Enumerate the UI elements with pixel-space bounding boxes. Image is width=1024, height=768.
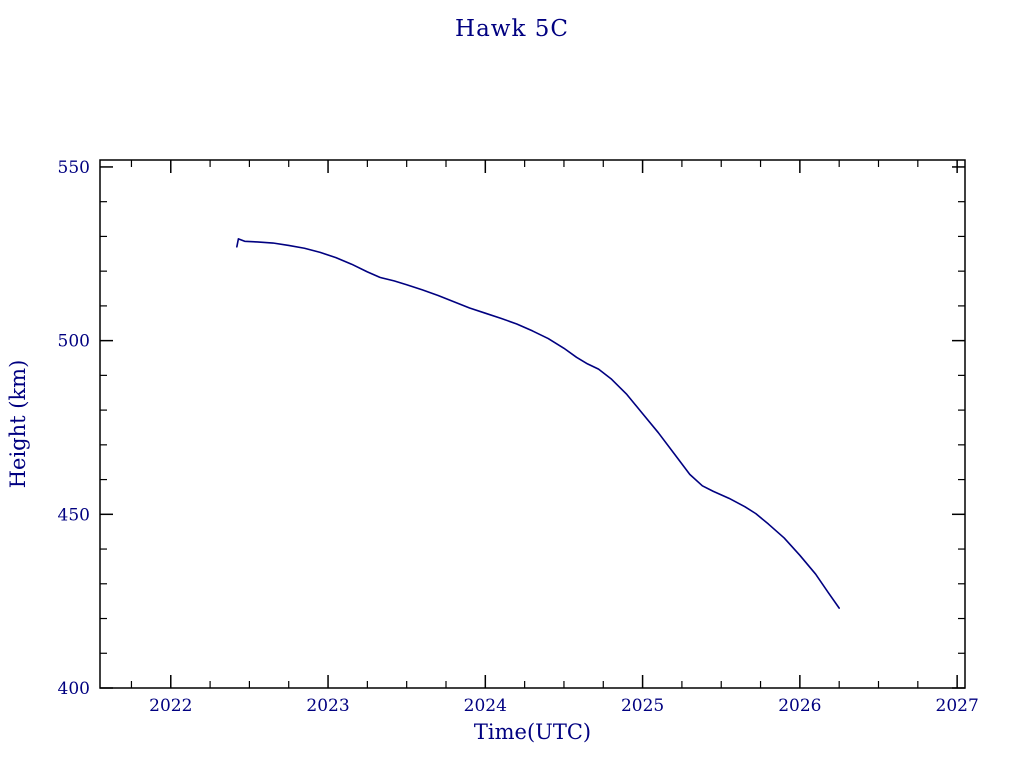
height-decay-line [236, 238, 840, 609]
x-tick-label: 2023 [306, 696, 349, 716]
chart-title: Hawk 5C [455, 16, 569, 42]
axes-frame [99, 159, 966, 689]
x-tick-label: 2025 [621, 696, 664, 716]
x-tick-label: 2027 [936, 696, 979, 716]
y-axis-label: Height (km) [6, 359, 30, 489]
x-axis-label: Time(UTC) [473, 720, 592, 744]
y-tick-label: 400 [58, 679, 90, 699]
x-tick-label: 2026 [778, 696, 821, 716]
x-tick-label: 2024 [464, 696, 507, 716]
y-tick-label: 450 [58, 505, 90, 525]
x-tick-label: 2022 [149, 696, 192, 716]
y-tick-label: 550 [58, 158, 90, 178]
y-tick-label: 500 [58, 332, 90, 352]
